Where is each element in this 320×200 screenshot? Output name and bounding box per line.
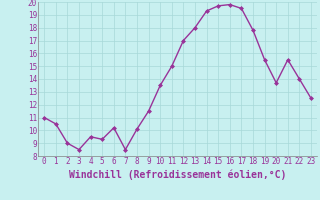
X-axis label: Windchill (Refroidissement éolien,°C): Windchill (Refroidissement éolien,°C) [69, 169, 286, 180]
